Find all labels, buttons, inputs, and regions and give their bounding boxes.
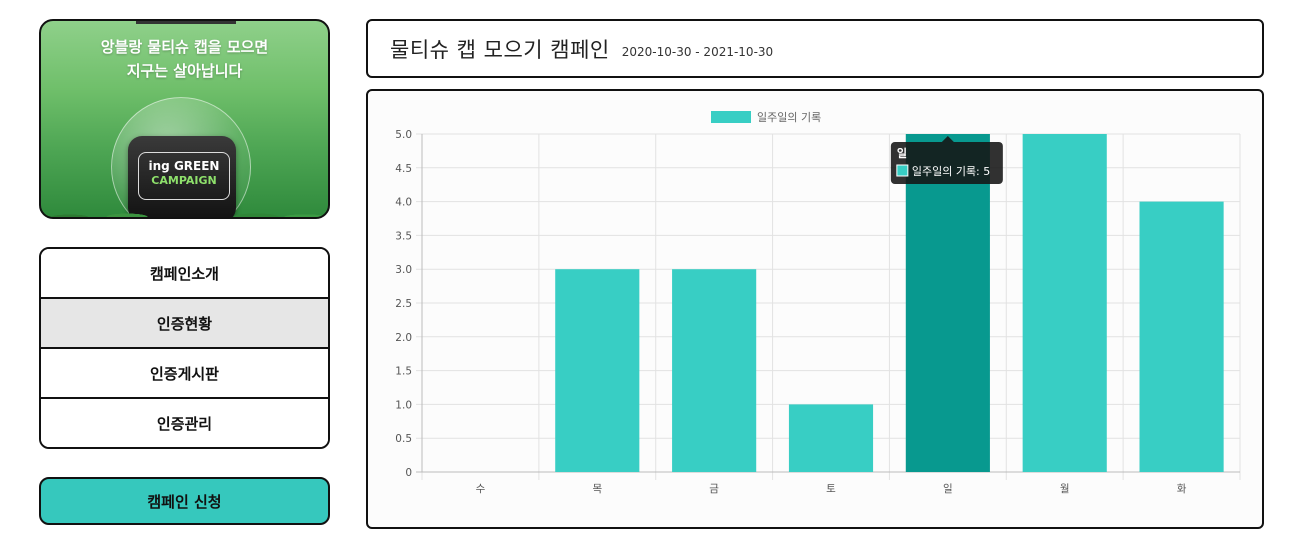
banner-text: 앙블랑 물티슈 캡을 모으면 지구는 살아납니다: [41, 35, 328, 83]
campaign-header: 물티슈 캡 모으기 캠페인 2020-10-30 - 2021-10-30: [366, 19, 1264, 78]
x-tick-label: 금: [709, 483, 719, 495]
tooltip-arrow: [941, 136, 954, 142]
side-menu: 캠페인소개 인증현황 인증게시판 인증관리: [39, 247, 330, 449]
x-tick-label: 화: [1177, 483, 1187, 495]
y-tick-label: 1.5: [395, 366, 412, 378]
apply-campaign-label: 캠페인 신청: [147, 492, 222, 511]
legend-label: 일주일의 기록: [757, 110, 821, 124]
x-tick-label: 목: [592, 483, 602, 495]
weekly-record-chart: 00.51.01.52.02.53.03.54.04.55.0수 목 금 토 일 월 화일주…: [395, 110, 1241, 495]
y-tick-label: 1.0: [395, 399, 412, 411]
tooltip-swatch: [896, 164, 909, 177]
y-tick-label: 2.0: [395, 332, 412, 344]
banner-leaves: [41, 183, 328, 217]
y-tick-label: 4.5: [395, 163, 412, 175]
apply-campaign-button[interactable]: 캠페인 신청: [39, 477, 330, 525]
x-tick-label: 토: [826, 483, 836, 495]
menu-item-campaign-intro[interactable]: 캠페인소개: [41, 249, 328, 299]
chart-panel: 0 0.5 1.0 1.5 2.0 2.5 3.0 3.5 4.0 4.5 5.0 수 목 금 토 일 월 화 일주…: [366, 89, 1264, 529]
legend-swatch: [711, 111, 751, 123]
x-tick-label: 일: [943, 482, 953, 495]
tooltip-label: 일주일의 기록: 5: [912, 164, 990, 178]
chart-bar[interactable]: [555, 269, 640, 472]
y-tick-label: 5.0: [395, 129, 412, 141]
chart-bar[interactable]: [788, 404, 874, 472]
menu-item-certification-management[interactable]: 인증관리: [41, 399, 328, 447]
chart-bar[interactable]: [1022, 134, 1107, 472]
banner-top-bar: [136, 21, 236, 24]
logo-line-1: ing GREEN: [148, 159, 220, 173]
y-tick-label: 4.0: [395, 197, 412, 209]
banner-line-2: 지구는 살아납니다: [126, 62, 243, 80]
menu-item-label: 인증게시판: [149, 364, 219, 383]
campaign-period: 2020-10-30 - 2021-10-30: [621, 44, 774, 59]
chart-bar[interactable]: [905, 134, 990, 472]
menu-item-label: 캠페인소개: [149, 264, 219, 283]
y-tick-label: 0.5: [395, 433, 412, 445]
y-tick-label: 3.0: [395, 264, 412, 276]
x-tick-label: 수: [476, 483, 486, 495]
campaign-banner: 앙블랑 물티슈 캡을 모으면 지구는 살아납니다 ing GREEN CAMPA…: [39, 19, 330, 219]
banner-line-1: 앙블랑 물티슈 캡을 모으면: [100, 38, 269, 56]
y-tick-label: 2.5: [395, 298, 412, 310]
page-title: 물티슈 캡 모으기 캠페인: [390, 37, 610, 62]
menu-item-label: 인증현황: [156, 314, 213, 333]
x-tick-label: 월: [1060, 483, 1070, 495]
menu-item-certification-board[interactable]: 인증게시판: [41, 349, 328, 399]
menu-item-label: 인증관리: [156, 414, 213, 433]
tooltip-box: [890, 142, 1003, 184]
y-tick-label: 0: [405, 467, 412, 479]
chart-bar[interactable]: [672, 269, 757, 472]
chart-bar[interactable]: [1139, 201, 1224, 472]
y-tick-label: 3.5: [395, 230, 412, 242]
menu-item-certification-status[interactable]: 인증현황: [41, 299, 328, 349]
tooltip-title: 일: [897, 146, 907, 160]
